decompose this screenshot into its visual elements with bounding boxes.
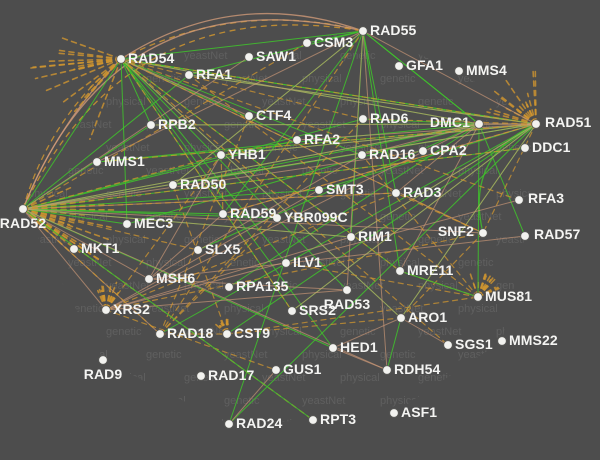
- svg-text:genetic: genetic: [68, 303, 104, 315]
- svg-text:physical: physical: [184, 418, 224, 430]
- svg-text:genetic: genetic: [302, 441, 338, 453]
- svg-text:physical: physical: [458, 303, 498, 315]
- svg-text:yeastNet: yeastNet: [0, 73, 33, 85]
- svg-text:yeastNet: yeastNet: [340, 4, 383, 16]
- svg-text:physical: physical: [106, 96, 146, 108]
- svg-text:physical: physical: [536, 73, 576, 85]
- svg-text:yeastNet: yeastNet: [106, 418, 149, 430]
- svg-text:genetic: genetic: [574, 326, 600, 338]
- svg-text:physical: physical: [536, 349, 576, 361]
- svg-text:physical: physical: [536, 211, 576, 223]
- svg-text:genetic: genetic: [28, 418, 64, 430]
- svg-text:physical: physical: [574, 96, 600, 108]
- svg-text:genetic: genetic: [0, 257, 26, 269]
- svg-text:physical: physical: [418, 4, 458, 16]
- svg-text:yeastNet: yeastNet: [496, 234, 539, 246]
- svg-text:physical: physical: [0, 303, 30, 315]
- svg-text:physical: physical: [146, 395, 186, 407]
- svg-text:yeastNet: yeastNet: [574, 4, 600, 16]
- svg-text:genetic: genetic: [146, 349, 182, 361]
- svg-text:genetic: genetic: [458, 395, 494, 407]
- svg-text:yeastNet: yeastNet: [28, 372, 71, 384]
- svg-text:yeastNet: yeastNet: [0, 349, 33, 361]
- svg-text:yeastNet: yeastNet: [536, 257, 579, 269]
- svg-text:physical: physical: [28, 326, 68, 338]
- svg-text:physical: physical: [0, 165, 30, 177]
- svg-text:genetic: genetic: [496, 418, 532, 430]
- svg-text:genetic: genetic: [0, 119, 26, 131]
- svg-text:genetic: genetic: [496, 4, 532, 16]
- svg-text:yeastNet: yeastNet: [574, 142, 600, 154]
- svg-text:physical: physical: [458, 27, 498, 39]
- svg-text:genetic: genetic: [106, 326, 142, 338]
- svg-text:yeastNet: yeastNet: [302, 395, 345, 407]
- svg-text:genetic: genetic: [340, 326, 376, 338]
- svg-text:genetic: genetic: [380, 211, 416, 223]
- svg-text:yeastNet: yeastNet: [146, 441, 189, 453]
- svg-text:physical: physical: [458, 441, 498, 453]
- svg-text:genetic: genetic: [28, 280, 64, 292]
- svg-text:genetic: genetic: [224, 395, 260, 407]
- svg-text:genetic: genetic: [68, 27, 104, 39]
- svg-text:physical: physical: [184, 4, 224, 16]
- svg-text:yeastNet: yeastNet: [184, 50, 227, 62]
- svg-text:genetic: genetic: [574, 188, 600, 200]
- svg-text:physical: physical: [224, 441, 264, 453]
- svg-text:physical: physical: [0, 441, 30, 453]
- svg-text:genetic: genetic: [28, 142, 64, 154]
- svg-text:genetic: genetic: [536, 441, 572, 453]
- svg-text:yeastNet: yeastNet: [574, 280, 600, 292]
- svg-text:genetic: genetic: [340, 50, 376, 62]
- svg-text:physical: physical: [496, 50, 536, 62]
- svg-text:yeastNet: yeastNet: [106, 4, 149, 16]
- svg-text:yeastNet: yeastNet: [380, 441, 423, 453]
- svg-text:genetic: genetic: [536, 303, 572, 315]
- svg-text:genetic: genetic: [574, 50, 600, 62]
- svg-text:yeastNet: yeastNet: [536, 395, 579, 407]
- svg-text:physical: physical: [0, 27, 30, 39]
- svg-text:yeastNet: yeastNet: [224, 349, 267, 361]
- svg-text:physical: physical: [340, 372, 380, 384]
- svg-text:physical: physical: [302, 73, 342, 85]
- svg-text:yeastNet: yeastNet: [574, 418, 600, 430]
- svg-text:genetic: genetic: [68, 441, 104, 453]
- svg-text:yeastNet: yeastNet: [68, 257, 111, 269]
- svg-text:genetic: genetic: [380, 73, 416, 85]
- svg-text:yeastNet: yeastNet: [68, 395, 111, 407]
- svg-text:genetic: genetic: [28, 4, 64, 16]
- svg-text:genetic: genetic: [458, 257, 494, 269]
- svg-text:genetic: genetic: [0, 395, 26, 407]
- svg-text:genetic: genetic: [536, 27, 572, 39]
- svg-text:yeastNet: yeastNet: [496, 372, 539, 384]
- svg-text:yeastNet: yeastNet: [28, 96, 71, 108]
- svg-text:physical: physical: [574, 372, 600, 384]
- svg-text:genetic: genetic: [536, 165, 572, 177]
